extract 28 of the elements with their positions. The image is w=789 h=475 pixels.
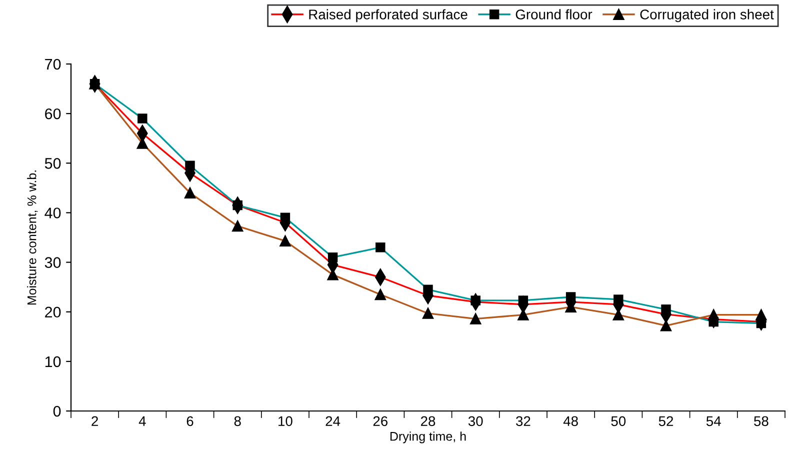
x-tick-label: 58 [754,416,768,426]
y-tick-label: 70 [45,58,61,70]
legend-label: Ground floor [516,9,592,20]
x-tick-label: 4 [138,416,146,426]
x-tick-label: 6 [186,416,194,426]
y-tick-label: 30 [44,257,61,268]
legend-label: Raised perforated surface [309,9,468,22]
x-tick-label: 54 [706,416,721,426]
y-tick-label: 60 [45,108,61,120]
y-tick-label: 20 [45,306,61,318]
x-tick-label: 8 [234,416,241,426]
y-tick-label: 40 [44,208,61,218]
x-tick-label: 52 [658,416,674,426]
x-tick-label: 32 [516,416,530,426]
x-tick-label: 28 [420,416,436,426]
x-axis-title: Drying time, h [390,432,466,444]
x-tick-label: 50 [611,416,626,426]
legend-label: Corrugated iron sheet [640,9,774,22]
y-tick-label: 10 [45,356,61,368]
x-tick-label: 24 [326,416,340,426]
x-tick-label: 26 [373,416,388,426]
x-tick-label: 48 [563,416,578,426]
y-tick-label: 0 [53,406,61,417]
y-tick-label: 50 [44,158,61,169]
x-tick-label: 30 [468,416,483,426]
y-axis-title: Moisture content, % w.b. [27,170,38,305]
x-tick-label: 2 [92,416,98,426]
x-tick-label: 10 [278,416,292,426]
